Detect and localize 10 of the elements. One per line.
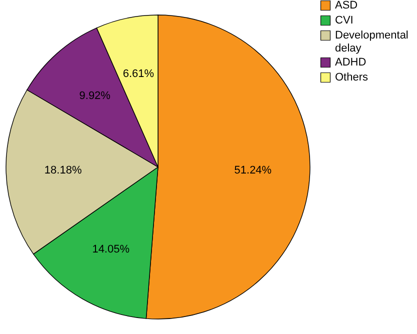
data-label: 14.05% [92,243,130,256]
legend-label: Others [335,72,369,84]
legend-label: ADHD [335,56,366,68]
data-label: 6.61% [122,68,154,80]
data-label: 18.18% [44,164,82,177]
data-label: 51.24% [234,164,272,177]
legend-label: ASD [335,0,358,12]
legend-label: Developmental delay [335,30,408,54]
data-label: 9.92% [79,90,111,102]
legend-label: CVI [335,14,354,26]
